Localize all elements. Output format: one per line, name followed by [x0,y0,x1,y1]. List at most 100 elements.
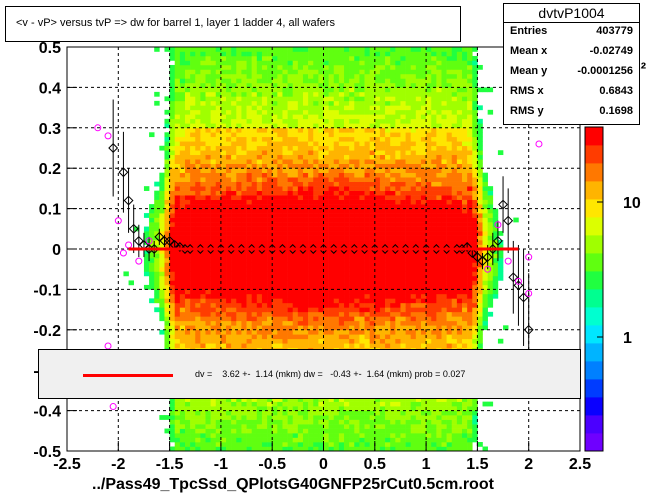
heatmap-cell [195,69,201,75]
heatmap-cell [436,410,442,416]
heatmap-cell [359,446,365,452]
heatmap-cell [379,47,386,52]
heatmap-cell [287,415,294,420]
heatmap-cell [297,96,304,102]
heatmap-cell [164,177,170,182]
heatmap-cell [426,141,432,147]
heatmap-cell [390,257,396,263]
heatmap-cell [236,397,242,402]
heatmap-cell [272,186,278,191]
heatmap-cell [184,141,191,147]
heatmap-cell [184,217,191,223]
heatmap-cell [210,213,217,218]
heatmap-cell [292,47,299,52]
heatmap-cell [354,213,360,218]
heatmap-cell [359,55,365,61]
heatmap-cell [431,69,437,75]
heatmap-cell [210,257,217,263]
heatmap-cell [190,217,196,223]
heatmap-cell [143,226,150,232]
heatmap-cell [215,73,222,79]
heatmap-cell [410,150,417,156]
heatmap-cell [297,199,304,205]
heatmap-cell [344,100,350,106]
heatmap-cell [364,123,370,129]
heatmap-cell [287,401,294,407]
heatmap-cell [400,186,406,191]
heatmap-cell [236,127,242,133]
heatmap-cell [272,127,278,133]
heatmap-cell [272,222,278,227]
heatmap-cell [415,123,422,129]
heatmap-cell [323,415,329,420]
heatmap-cell [344,240,350,245]
heatmap-cell [374,172,381,178]
heatmap-cell [210,105,217,111]
heatmap-cell [179,401,186,407]
heatmap-cell [184,240,191,245]
heatmap-cell [210,168,217,173]
heatmap-cell [385,199,391,205]
heatmap-cell [308,105,314,111]
heatmap-cell [226,410,232,416]
heatmap-cell [344,208,350,214]
heatmap-cell [333,168,340,173]
heatmap-cell [328,289,335,295]
heatmap-cell [154,217,160,223]
heatmap-cell [436,428,442,434]
heatmap-cell [359,154,365,160]
heatmap-cell [195,204,201,209]
heatmap-cell [174,51,181,57]
heatmap-cell [282,181,288,187]
heatmap-cell [379,401,386,407]
heatmap-cell [195,266,201,272]
heatmap-cell [184,195,191,200]
heatmap-cell [415,55,422,61]
heatmap-cell [256,132,263,138]
heatmap-cell [385,442,391,447]
heatmap-cell [179,123,186,129]
heatmap-cell [251,437,258,443]
heatmap-cell [164,329,170,335]
heatmap-cell [436,82,442,88]
heatmap-cell [344,249,350,254]
heatmap-cell [313,96,319,102]
heatmap-cell [441,415,447,420]
heatmap-cell [323,235,329,241]
heatmap-cell [359,293,365,299]
heatmap-cell [174,262,181,268]
heatmap-cell [200,253,206,259]
heatmap-cell [272,262,278,268]
heatmap-cell [374,118,381,124]
heatmap-cell [292,262,299,268]
heatmap-cell [277,226,283,232]
heatmap-cell [205,78,211,84]
heatmap-cell [164,428,170,434]
heatmap-cell [328,406,335,411]
heatmap-cell [200,213,206,218]
heatmap-cell [415,100,422,106]
heatmap-cell [374,150,381,156]
heatmap-cell [292,325,299,331]
heatmap-cell [400,64,406,70]
heatmap-cell [436,91,442,97]
heatmap-cell [338,96,345,102]
heatmap-cell [292,69,299,75]
heatmap-cell [205,51,211,57]
heatmap-cell [169,419,176,425]
heatmap-cell [302,168,309,173]
heatmap-cell [169,226,176,232]
heatmap-cell [364,136,370,142]
heatmap-cell [190,145,196,151]
heatmap-cell [256,91,263,97]
heatmap-cell [200,289,206,295]
heatmap-cell [272,96,278,102]
heatmap-cell [323,222,329,227]
heatmap-cell [169,266,176,272]
heatmap-cell [200,419,206,425]
heatmap-cell [364,401,370,407]
heatmap-cell [174,114,181,120]
heatmap-cell [374,257,381,263]
heatmap-cell [277,154,283,160]
heatmap-cell [297,307,304,313]
